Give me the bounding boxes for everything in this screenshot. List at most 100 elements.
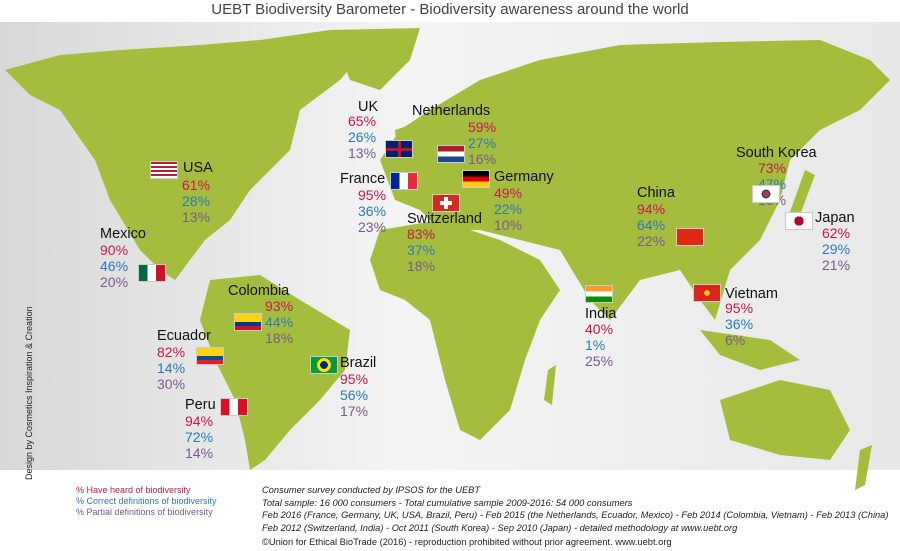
country-name: France	[340, 171, 386, 187]
country-name: USA	[183, 160, 213, 176]
country-name: Vietnam	[725, 286, 778, 302]
country-name: Japan	[815, 210, 855, 226]
partial-value: 14%	[185, 445, 214, 461]
usa-flag-icon	[150, 161, 178, 179]
country-stats: 94% 64% 22%	[637, 201, 665, 249]
germany-flag-icon	[462, 170, 490, 188]
south-korea-flag-icon	[752, 185, 780, 203]
southeast-asia	[700, 330, 800, 370]
heard-value: 62%	[822, 225, 851, 241]
partial-value: 23%	[358, 219, 387, 235]
partial-value: 10%	[494, 217, 523, 233]
heard-value: 94%	[185, 413, 214, 429]
country-stats: 59% 27% 16%	[468, 119, 496, 167]
country-name: Colombia	[228, 283, 290, 299]
heard-value: 95%	[358, 187, 387, 203]
partial-value: 20%	[100, 274, 129, 290]
correct-value: 36%	[358, 203, 387, 219]
madagascar	[544, 365, 556, 405]
mexico-flag-icon	[138, 264, 166, 282]
country-stats: 95% 56% 17%	[340, 371, 368, 419]
note-line: Feb 2016 (France, Germany, UK, USA, Braz…	[262, 510, 889, 520]
country-stats: 90% 46% 20%	[100, 242, 128, 290]
partial-value: 6%	[725, 332, 746, 348]
vietnam-flag-icon	[693, 284, 721, 302]
legend-heard: % Have heard of biodiversity	[76, 485, 191, 495]
country-stats: 62% 29% 21%	[822, 225, 850, 273]
country-name: UK	[358, 99, 379, 115]
heard-value: 73%	[758, 160, 787, 176]
country-name: Peru	[185, 397, 216, 413]
legend-correct: % Correct definitions of biodiversity	[76, 496, 217, 506]
correct-value: 72%	[185, 429, 214, 445]
country-name: Mexico	[100, 226, 146, 242]
heard-value: 90%	[100, 242, 129, 258]
correct-value: 26%	[348, 129, 377, 145]
country-stats: 95% 36% 23%	[358, 187, 386, 235]
correct-value: 29%	[822, 241, 851, 257]
correct-value: 46%	[100, 258, 129, 274]
partial-value: 18%	[265, 330, 294, 346]
copyright: ©Union for Ethical BioTrade (2016) - rep…	[262, 537, 672, 547]
brazil-flag-icon	[310, 356, 338, 374]
heard-value: 95%	[340, 371, 369, 387]
ecuador-flag-icon	[196, 347, 224, 365]
country-name: Ecuador	[157, 328, 212, 344]
japan-flag-icon	[785, 212, 813, 230]
correct-value: 14%	[157, 360, 186, 376]
survey-notes: Consumer survey conducted by IPSOS for t…	[262, 484, 888, 534]
correct-value: 28%	[182, 193, 211, 209]
europe-asia	[380, 40, 890, 320]
correct-value: 36%	[725, 316, 754, 332]
netherlands-flag-icon	[437, 145, 465, 163]
heard-value: 59%	[468, 119, 497, 135]
uk-flag-icon	[385, 140, 413, 158]
heard-value: 93%	[265, 298, 294, 314]
partial-value: 25%	[585, 353, 614, 369]
country-stats: 40% 1% 25%	[585, 321, 613, 369]
heard-value: 49%	[494, 185, 523, 201]
legend-partial: % Partial definitions of biodiversity	[76, 507, 213, 517]
india-flag-icon	[585, 285, 613, 303]
correct-value: 44%	[265, 314, 294, 330]
switzerland-flag-icon	[432, 194, 460, 212]
heard-value: 82%	[157, 344, 186, 360]
heard-value: 61%	[182, 177, 211, 193]
heard-value: 83%	[407, 226, 436, 242]
country-name: Switzerland	[407, 211, 482, 227]
country-stats: 82% 14% 30%	[157, 344, 185, 392]
partial-value: 13%	[348, 145, 377, 161]
colombia-flag-icon	[234, 313, 262, 331]
country-name: India	[585, 306, 617, 322]
partial-value: 17%	[340, 403, 369, 419]
correct-value: 56%	[340, 387, 369, 403]
heard-value: 40%	[585, 321, 614, 337]
country-stats: 49% 22% 10%	[494, 185, 522, 233]
partial-value: 16%	[468, 151, 497, 167]
country-name: Netherlands	[412, 103, 491, 119]
correct-value: 22%	[494, 201, 523, 217]
partial-value: 13%	[182, 209, 211, 225]
correct-value: 1%	[585, 337, 606, 353]
country-stats: 95% 36% 6%	[725, 300, 753, 348]
greenland	[330, 28, 420, 90]
partial-value: 18%	[407, 258, 436, 274]
page-title: UEBT Biodiversity Barometer - Biodiversi…	[211, 1, 689, 18]
china-flag-icon	[676, 228, 704, 246]
north-america	[5, 30, 370, 280]
design-credit: Design by Cosmetics Inspiration & Creati…	[24, 306, 34, 480]
country-name: Brazil	[340, 355, 377, 371]
heard-value: 94%	[637, 201, 666, 217]
country-stats: 65% 26% 13%	[348, 113, 376, 161]
country-stats: 94% 72% 14%	[185, 413, 213, 461]
country-stats: 61% 28% 13%	[182, 177, 210, 225]
partial-value: 21%	[822, 257, 851, 273]
correct-value: 37%	[407, 242, 436, 258]
correct-value: 64%	[637, 217, 666, 233]
australia	[720, 380, 850, 460]
africa	[370, 220, 560, 440]
new-zealand	[855, 445, 872, 490]
partial-value: 22%	[637, 233, 666, 249]
note-line: Consumer survey conducted by IPSOS for t…	[262, 485, 481, 495]
